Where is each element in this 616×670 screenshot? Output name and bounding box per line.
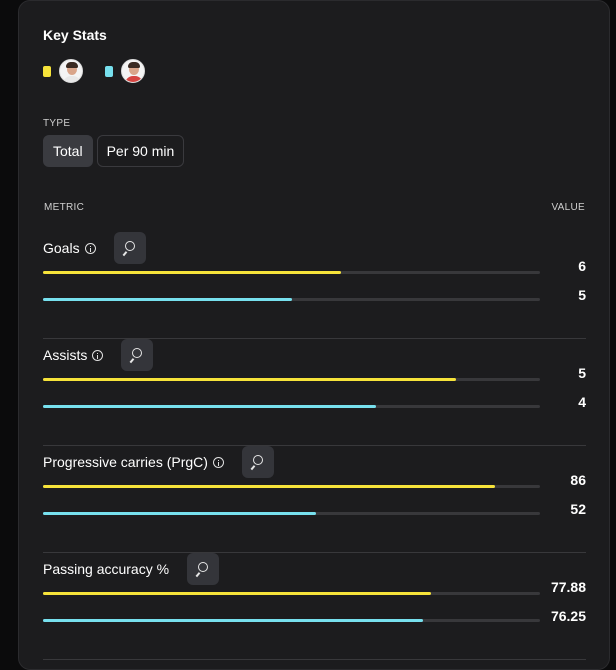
type-label: TYPE [43, 118, 71, 129]
bar-track-player-b [43, 512, 540, 515]
card-title: Key Stats [43, 27, 107, 43]
metric-name: Passing accuracy % [43, 561, 170, 577]
bar-track-player-a [43, 378, 540, 381]
metric-row: Progressive carries (PrgC) 86 52 [43, 446, 586, 553]
legend-player-a [43, 59, 83, 83]
bar-fill-player-b [43, 512, 317, 515]
bar-track-player-b [43, 405, 540, 408]
value-player-b: 4 [578, 394, 586, 410]
info-icon[interactable] [212, 456, 224, 468]
bar-track-player-a [43, 485, 540, 488]
key-stats-card: Key Stats TYPE Total Per 90 min METRIC V… [18, 0, 610, 670]
bar-track-player-a [43, 271, 540, 274]
metric-name: Progressive carries (PrgC) [43, 454, 208, 470]
zoom-icon[interactable] [187, 553, 220, 585]
player-avatar-icon[interactable] [121, 59, 145, 83]
metric-column-header: METRIC [44, 202, 85, 213]
type-toggle: Total Per 90 min [43, 135, 188, 167]
player-b-swatch [105, 65, 113, 77]
value-player-b: 5 [578, 287, 586, 303]
metric-header: Passing accuracy % [43, 553, 220, 585]
info-icon[interactable] [84, 242, 96, 254]
legend-player-b [105, 59, 145, 83]
bar-track-player-b [43, 298, 540, 301]
value-player-a: 5 [578, 365, 586, 381]
value-player-a: 77.88 [550, 579, 586, 595]
metric-name: Assists [43, 347, 88, 363]
metric-name: Goals [43, 240, 80, 256]
value-column-header: VALUE [551, 202, 585, 213]
zoom-icon[interactable] [241, 446, 274, 478]
value-player-a: 86 [570, 472, 586, 488]
value-player-a: 6 [578, 258, 586, 274]
type-per90-button[interactable]: Per 90 min [96, 135, 185, 167]
value-player-b: 76.25 [550, 608, 586, 624]
bar-fill-player-b [43, 298, 292, 301]
bar-fill-player-b [43, 619, 424, 622]
bar-track-player-b [43, 619, 540, 622]
bar-fill-player-a [43, 485, 496, 488]
player-avatar-icon[interactable] [59, 59, 83, 83]
zoom-icon[interactable] [121, 339, 154, 371]
metric-header: Assists [43, 339, 154, 371]
bar-fill-player-a [43, 592, 431, 595]
info-icon[interactable] [92, 349, 104, 361]
metric-row: Assists 5 4 [43, 339, 586, 446]
metric-row: Passing accuracy % 77.88 76.25 [43, 553, 586, 660]
zoom-icon[interactable] [113, 232, 146, 264]
type-total-button[interactable]: Total [43, 135, 93, 167]
bar-fill-player-a [43, 378, 456, 381]
bar-fill-player-b [43, 405, 376, 408]
value-player-b: 52 [570, 501, 586, 517]
metric-row: Goals 6 5 [43, 232, 586, 339]
player-legend [43, 59, 167, 83]
bar-fill-player-a [43, 271, 342, 274]
metric-header: Progressive carries (PrgC) [43, 446, 274, 478]
bar-track-player-a [43, 592, 540, 595]
player-a-swatch [43, 65, 51, 77]
metric-header: Goals [43, 232, 146, 264]
